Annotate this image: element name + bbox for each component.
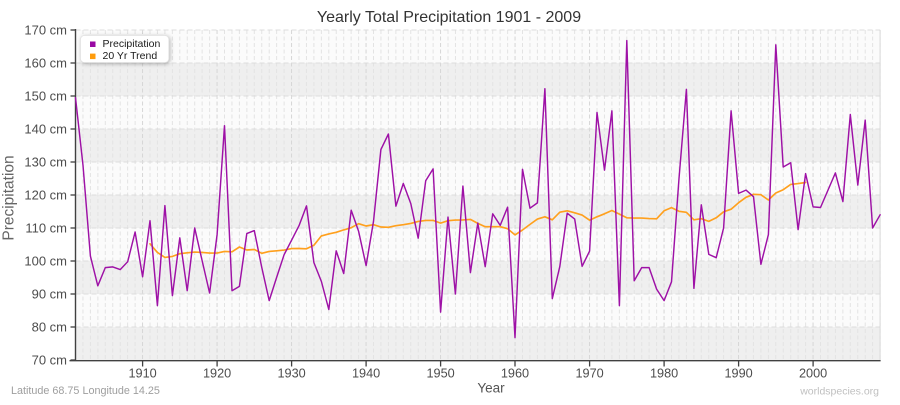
svg-text:1930: 1930: [277, 367, 305, 381]
svg-text:120 cm: 120 cm: [24, 188, 67, 203]
svg-text:160 cm: 160 cm: [24, 56, 67, 71]
svg-text:170 cm: 170 cm: [24, 23, 67, 38]
svg-text:80 cm: 80 cm: [32, 320, 67, 335]
svg-text:150 cm: 150 cm: [24, 89, 67, 104]
svg-text:1910: 1910: [128, 367, 156, 381]
svg-text:1920: 1920: [203, 367, 231, 381]
svg-text:1970: 1970: [575, 367, 603, 381]
svg-text:1960: 1960: [501, 367, 529, 381]
svg-text:Latitude 68.75 Longitude 14.25: Latitude 68.75 Longitude 14.25: [11, 385, 160, 397]
svg-text:110 cm: 110 cm: [25, 221, 67, 236]
svg-text:worldspecies.org: worldspecies.org: [799, 385, 879, 397]
svg-text:Precipitation: Precipitation: [103, 38, 161, 50]
svg-text:70 cm: 70 cm: [32, 353, 67, 368]
svg-text:2000: 2000: [799, 367, 827, 381]
svg-text:Yearly Total Precipitation 190: Yearly Total Precipitation 1901 - 2009: [317, 9, 581, 26]
svg-text:90 cm: 90 cm: [32, 287, 67, 302]
svg-text:1940: 1940: [352, 367, 380, 381]
svg-text:Year: Year: [477, 381, 505, 396]
svg-text:1990: 1990: [724, 367, 752, 381]
svg-text:130 cm: 130 cm: [24, 155, 67, 170]
svg-text:20 Yr Trend: 20 Yr Trend: [103, 50, 158, 62]
svg-text:1980: 1980: [650, 367, 678, 381]
svg-text:100 cm: 100 cm: [24, 254, 67, 269]
svg-text:Precipitation: Precipitation: [1, 155, 18, 240]
svg-text:140 cm: 140 cm: [24, 122, 67, 137]
svg-text:1950: 1950: [426, 367, 454, 381]
